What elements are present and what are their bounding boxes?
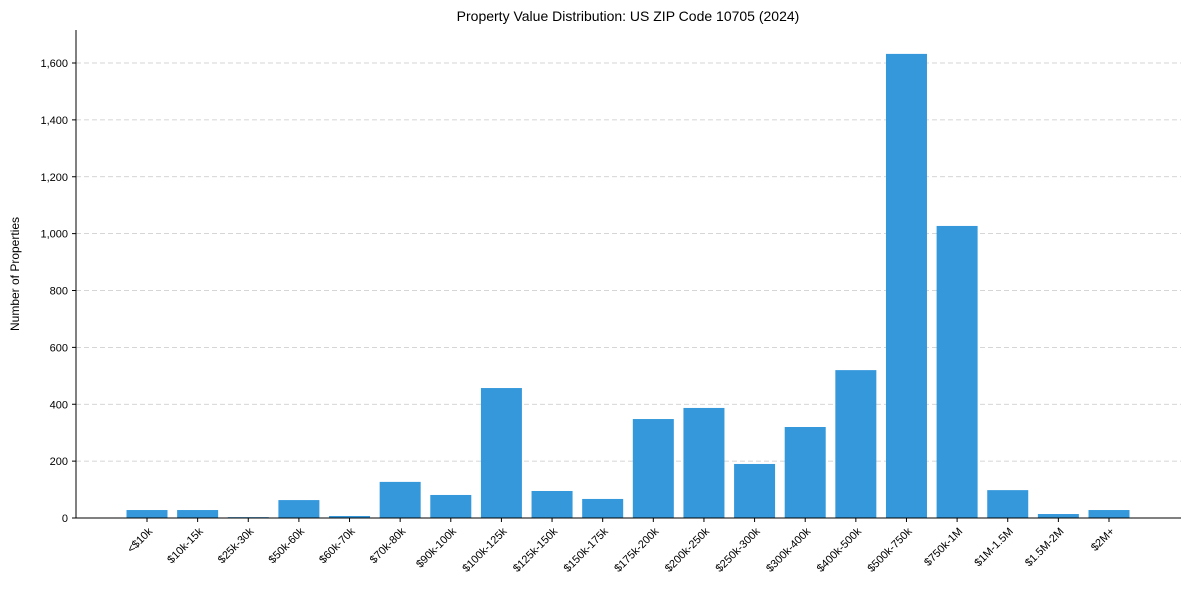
x-tick-label: <$10k xyxy=(125,525,155,555)
x-tick-label: $10k-15k xyxy=(165,525,206,566)
bar xyxy=(683,407,725,518)
x-tick-label: $2M+ xyxy=(1089,526,1117,554)
bar xyxy=(379,481,421,518)
x-tick-label: $175k-200k xyxy=(612,525,661,574)
bar xyxy=(936,225,978,518)
x-tick-label: $125k-150k xyxy=(511,525,560,574)
y-tick-label: 800 xyxy=(50,286,68,298)
x-tick-label: $50k-60k xyxy=(267,525,308,566)
x-tick-label: $60k-70k xyxy=(317,525,358,566)
y-tick-label: 1,000 xyxy=(40,229,68,241)
y-tick-label: 1,200 xyxy=(40,172,68,184)
y-axis-label: Number of Properties xyxy=(8,217,22,331)
x-tick-label: $750k-1M xyxy=(922,526,965,569)
bar xyxy=(582,498,624,518)
y-tick-label: 1,400 xyxy=(40,115,68,127)
y-tick-label: 0 xyxy=(62,513,68,525)
x-tick-label: $400k-500k xyxy=(815,525,864,574)
x-tick-label: $200k-250k xyxy=(663,525,712,574)
y-tick-label: 1,600 xyxy=(40,58,68,70)
x-tick-label: $90k-100k xyxy=(414,525,459,570)
bar xyxy=(784,427,826,518)
bar xyxy=(1037,514,1079,518)
x-tick-label: $70k-80k xyxy=(368,525,409,566)
x-tick-label: $150k-175k xyxy=(562,525,611,574)
bar xyxy=(1088,510,1130,518)
y-tick-label: 600 xyxy=(50,342,68,354)
bar xyxy=(835,370,877,518)
x-tick-label: $25k-30k xyxy=(216,525,257,566)
x-tick-label: $250k-300k xyxy=(714,525,763,574)
bar xyxy=(430,494,472,518)
bar xyxy=(126,510,168,518)
x-tick-label: $500k-750k xyxy=(865,525,914,574)
y-tick-label: 400 xyxy=(50,399,68,411)
bar xyxy=(885,53,927,519)
x-tick-label: $300k-400k xyxy=(764,525,813,574)
bar xyxy=(329,516,371,518)
bar xyxy=(531,490,573,518)
bar xyxy=(278,500,320,518)
bar xyxy=(734,463,776,518)
y-tick-label: 200 xyxy=(50,456,68,468)
bar xyxy=(632,419,674,518)
x-tick-label: $100k-125k xyxy=(460,525,509,574)
bar xyxy=(987,490,1029,518)
bar xyxy=(480,388,522,518)
x-tick-label: $1M-1.5M xyxy=(972,526,1016,570)
chart-title: Property Value Distribution: US ZIP Code… xyxy=(457,8,800,24)
bar xyxy=(177,510,219,518)
x-tick-label: $1.5M-2M xyxy=(1023,526,1067,570)
